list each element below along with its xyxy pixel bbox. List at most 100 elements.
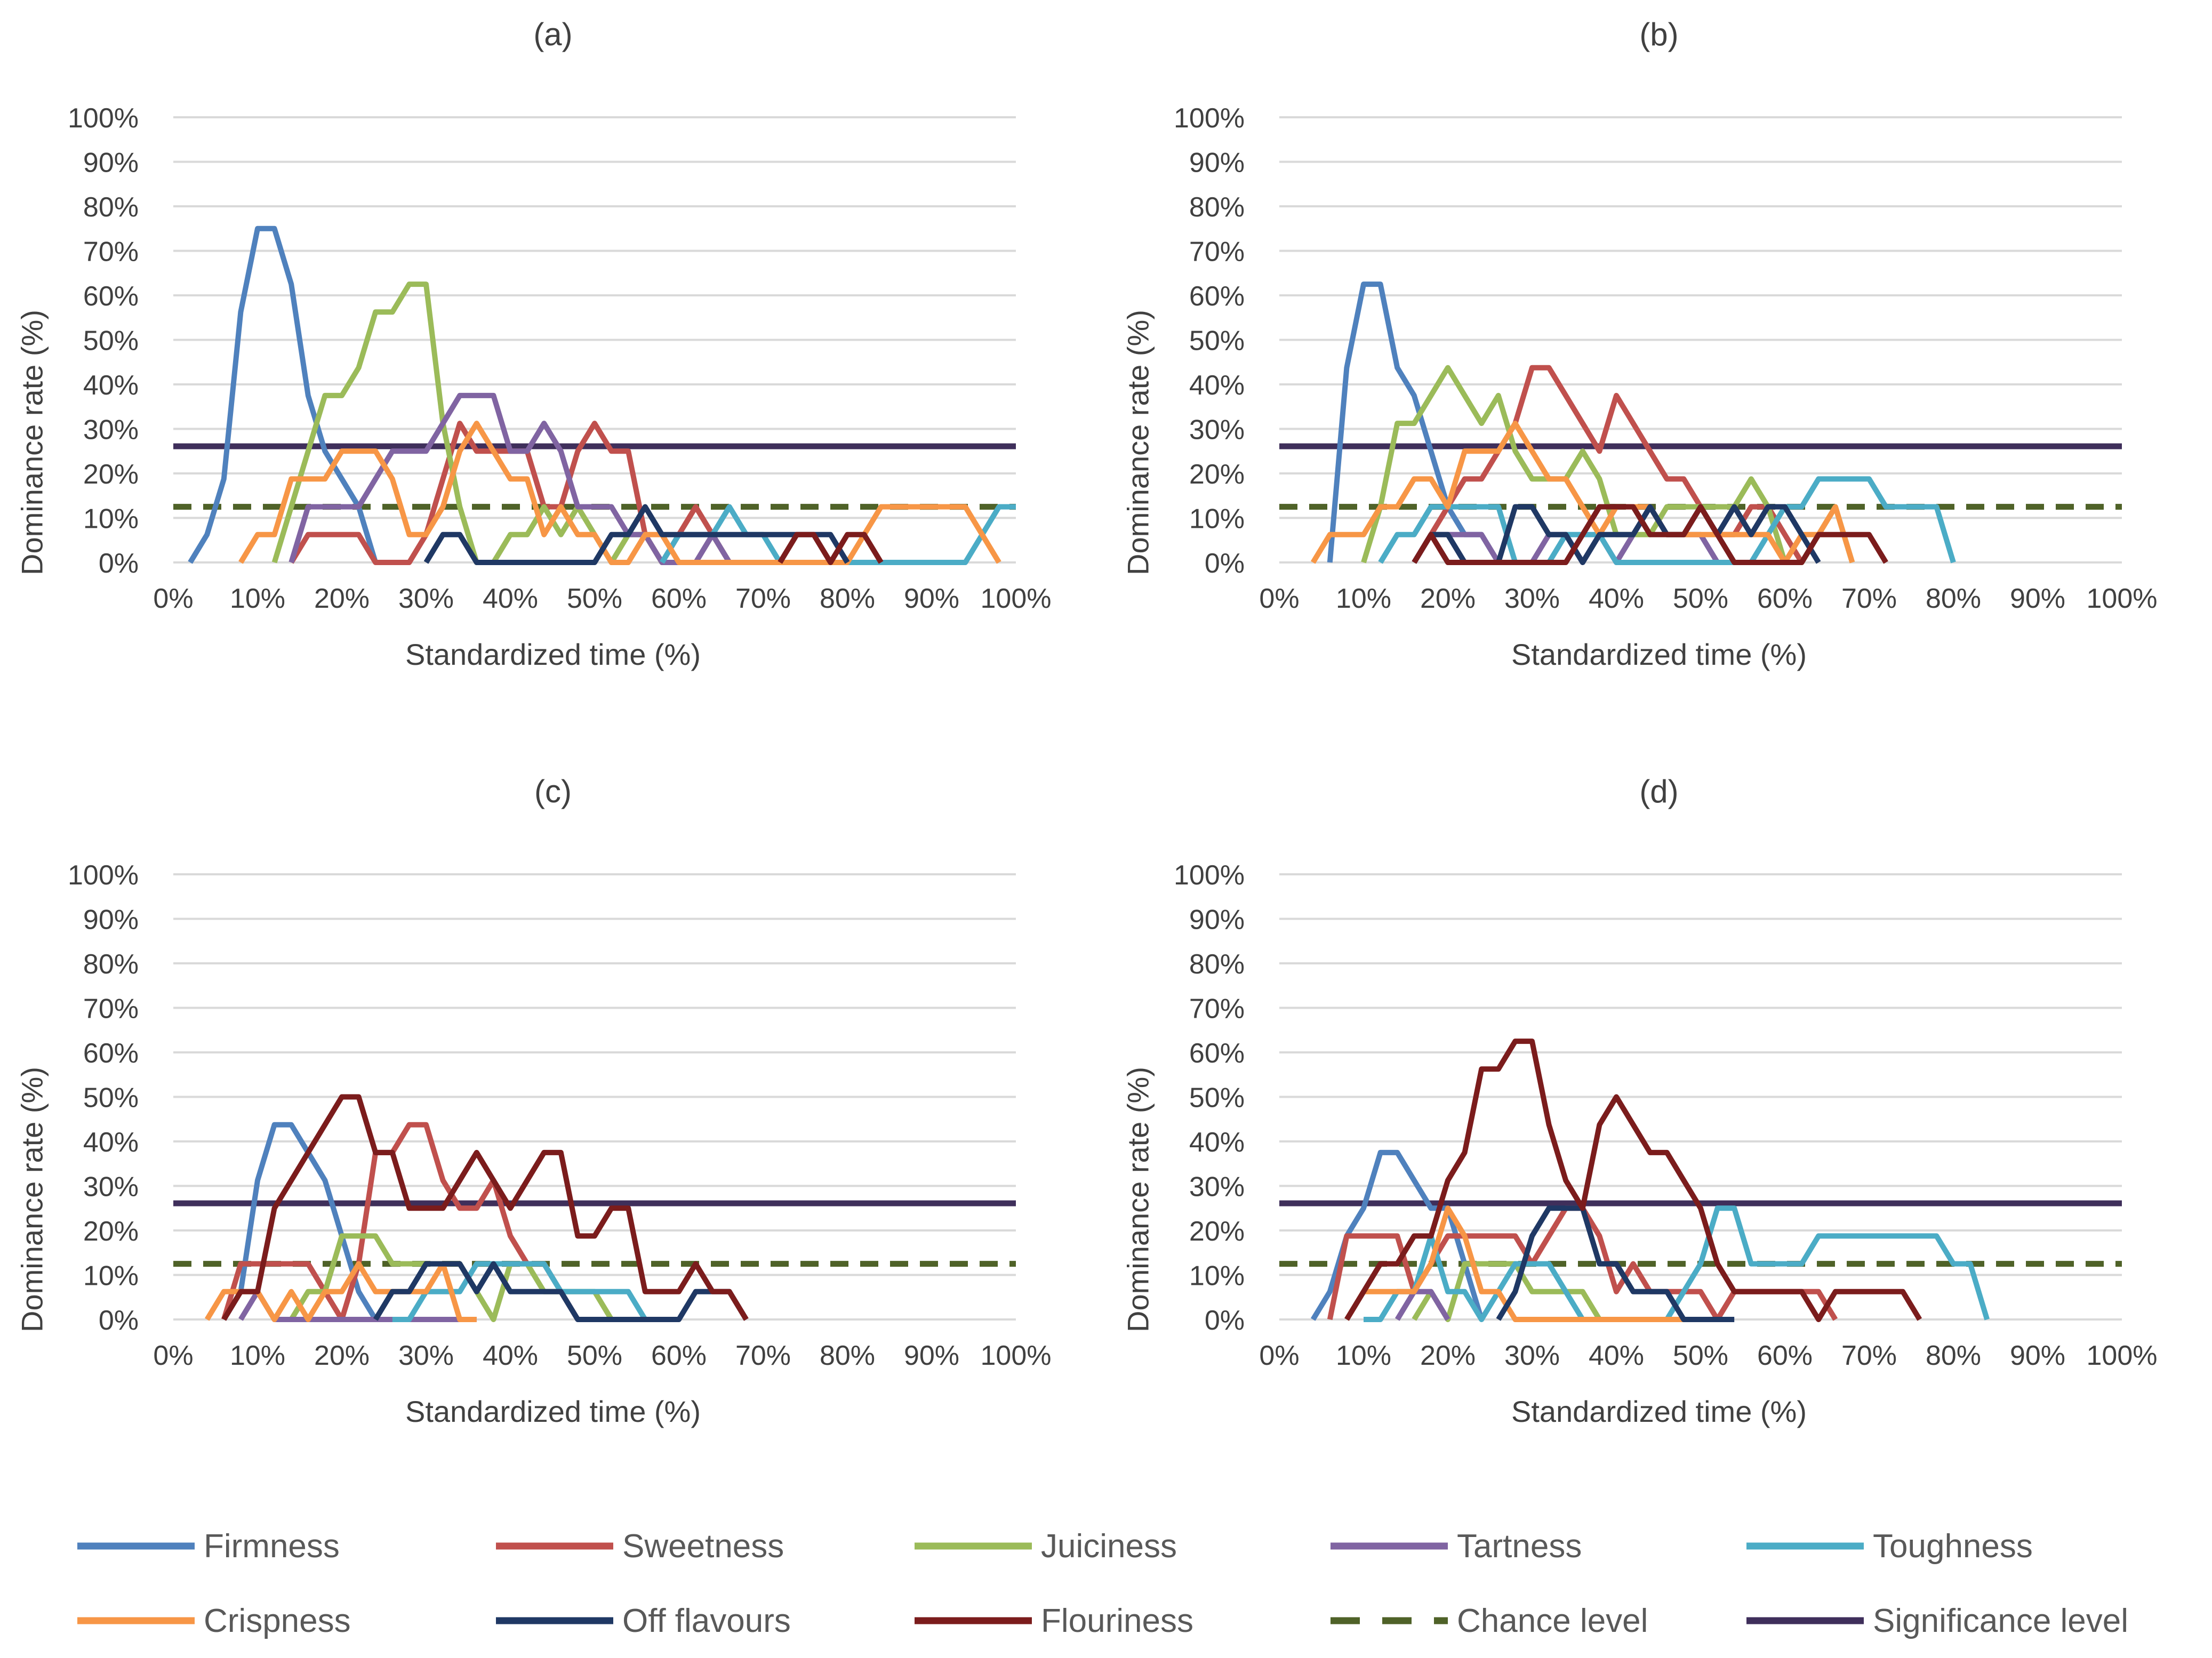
series-line-crispness [238, 421, 1001, 565]
x-tick-label: 40% [483, 1340, 538, 1371]
x-tick-label: 40% [1589, 1340, 1644, 1371]
legend-swatch-svg [915, 1617, 1032, 1624]
legend-swatch-svg [1331, 1617, 1448, 1624]
y-tick-label: 10% [1189, 1261, 1245, 1292]
y-tick-label: 10% [83, 1261, 139, 1292]
chart-plot-d: 0% 10% 20% 30% 40% 50% 60% 70% 80% 90% 100% 0% 10% 20… [1174, 860, 2158, 1371]
legend-item-juiciness: Juiciness [912, 1525, 1177, 1567]
series-line-crispness [1344, 1205, 1684, 1322]
series-line-flouriness [778, 532, 884, 565]
legend-swatch-svg [77, 1542, 195, 1550]
series-line-toughness [1378, 476, 1956, 565]
y-tick-label: 70% [1189, 994, 1245, 1025]
chart-plot-b: 0% 10% 20% 30% 40% 50% 60% 70% 80% 90% 100% 0% 10% 20… [1174, 103, 2158, 614]
legend-swatch [912, 1525, 1035, 1567]
x-tick-label: 80% [1926, 1340, 1981, 1371]
y-tick-label: 30% [1189, 1172, 1245, 1203]
x-tick-label: 0% [1259, 583, 1299, 614]
x-tick-label: 90% [904, 1340, 959, 1371]
legend-swatch-svg [915, 1542, 1032, 1550]
x-tick-label: 10% [230, 583, 285, 614]
x-tick-label: 60% [1757, 1340, 1813, 1371]
y-tick-label: 60% [1189, 281, 1245, 312]
legend-label: Toughness [1873, 1527, 2033, 1565]
series-line-tartness [1394, 1289, 1450, 1321]
y-tick-label: 0% [1205, 1305, 1245, 1336]
x-tick-label: 30% [398, 583, 454, 614]
legend-swatch [75, 1599, 197, 1642]
series-line-off-flavours [1496, 1205, 1735, 1322]
x-tick-label: 80% [1926, 583, 1981, 614]
y-tick-label: 50% [83, 326, 139, 357]
chart-panel-c: (c) Dominance rate (%) Standardized time… [0, 757, 1106, 1514]
legend-item-sweetness: Sweetness [493, 1525, 784, 1567]
y-tick-label: 60% [83, 281, 139, 312]
y-tick-label: 80% [83, 192, 139, 223]
y-tick-label: 50% [1189, 1083, 1245, 1114]
legend-item-toughness: Toughness [1744, 1525, 2033, 1567]
x-tick-label: 70% [735, 1340, 791, 1371]
legend-item-chance-level: Chance level [1328, 1599, 1648, 1642]
chart-plot-c: 0% 10% 20% 30% 40% 50% 60% 70% 80% 90% 100% 0% 10% 20… [68, 860, 1052, 1371]
y-tick-label: 20% [83, 1216, 139, 1247]
legend-label: Tartness [1457, 1527, 1582, 1565]
series-line-firmness [221, 1122, 378, 1321]
chart-panel-b: (b) Dominance rate (%) Standardized time… [1106, 0, 2212, 757]
x-tick-label: 10% [1336, 1340, 1391, 1371]
y-tick-label: 60% [83, 1038, 139, 1069]
x-tick-label: 100% [981, 583, 1052, 614]
y-tick-label: 100% [1174, 860, 1245, 891]
y-tick-label: 0% [1205, 548, 1245, 579]
x-tick-label: 10% [230, 1340, 285, 1371]
y-tick-label: 40% [1189, 1127, 1245, 1158]
y-tick-label: 100% [1174, 103, 1245, 134]
x-tick-label: 0% [153, 583, 193, 614]
x-tick-label: 70% [735, 583, 791, 614]
chart-title: (d) [1639, 774, 1679, 809]
x-tick-label: 100% [2087, 583, 2158, 614]
y-tick-label: 10% [1189, 504, 1245, 535]
x-tick-label: 20% [1420, 583, 1476, 614]
legend-swatch-svg [1746, 1542, 1864, 1550]
legend-swatch [75, 1525, 197, 1567]
x-tick-label: 50% [567, 583, 622, 614]
legend-swatch-svg [496, 1542, 613, 1550]
legend-swatch [1744, 1525, 1866, 1567]
x-tick-label: 80% [820, 583, 875, 614]
y-tick-label: 20% [1189, 1216, 1245, 1247]
chart-title: (b) [1639, 17, 1679, 52]
legend-swatch [493, 1525, 616, 1567]
chart-title: (a) [533, 17, 573, 52]
legend-label: Flouriness [1041, 1602, 1193, 1639]
x-tick-label: 50% [567, 1340, 622, 1371]
series-line-flouriness [1344, 1039, 1922, 1322]
chart-legend: Firmness Sweetness Juiciness Tartness To… [0, 1509, 2212, 1658]
y-tick-label: 40% [83, 370, 139, 401]
y-tick-label: 30% [83, 1172, 139, 1203]
y-tick-label: 100% [68, 103, 139, 134]
x-axis-title: Standardized time (%) [405, 1395, 701, 1428]
legend-item-significance-level: Significance level [1744, 1599, 2128, 1642]
x-tick-label: 30% [398, 1340, 454, 1371]
x-tick-label: 60% [651, 1340, 707, 1371]
series-line-juiciness [288, 1233, 614, 1322]
y-tick-label: 30% [83, 415, 139, 446]
legend-item-off-flavours: Off flavours [493, 1599, 791, 1642]
y-tick-label: 20% [1189, 459, 1245, 490]
y-tick-label: 0% [99, 1305, 139, 1336]
y-tick-label: 90% [83, 905, 139, 936]
y-tick-label: 40% [83, 1127, 139, 1158]
y-tick-label: 30% [1189, 415, 1245, 446]
legend-swatch [1328, 1525, 1450, 1567]
chart-plot-a: 0% 10% 20% 30% 40% 50% 60% 70% 80% 90% 100% 0% 10% 20… [68, 103, 1052, 614]
x-tick-label: 40% [1589, 583, 1644, 614]
x-tick-label: 50% [1673, 583, 1728, 614]
y-tick-label: 80% [1189, 192, 1245, 223]
y-tick-label: 90% [83, 148, 139, 179]
legend-swatch [912, 1599, 1035, 1642]
series-line-flouriness [221, 1094, 749, 1321]
legend-label: Juiciness [1041, 1527, 1177, 1565]
y-tick-label: 70% [1189, 237, 1245, 268]
x-tick-label: 70% [1841, 1340, 1897, 1371]
series-line-sweetness [221, 1122, 580, 1322]
